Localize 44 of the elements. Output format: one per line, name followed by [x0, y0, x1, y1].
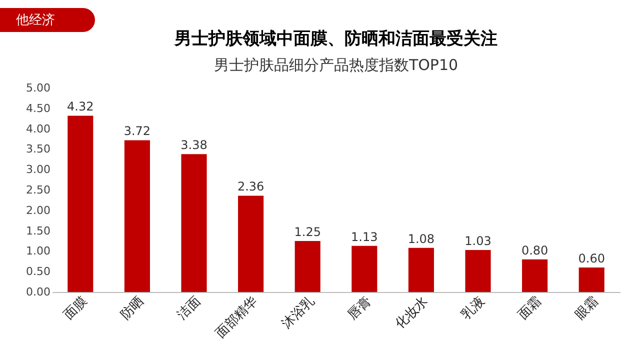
bar: [238, 196, 264, 292]
bar: [522, 259, 548, 292]
chart-subtitle: 男士护肤品细分产品热度指数TOP10: [214, 56, 458, 74]
x-tick-label: 面霜: [516, 294, 545, 323]
bar: [465, 250, 491, 292]
bar: [578, 268, 604, 292]
data-label: 3.38: [180, 138, 208, 152]
x-tick-label: 防晒: [118, 294, 148, 323]
y-tick-label: 0.00: [26, 286, 50, 298]
y-tick-label: 5.00: [26, 82, 50, 94]
data-label: 0.80: [521, 243, 548, 258]
bar: [294, 241, 320, 292]
bar: [68, 116, 94, 292]
y-tick-label: 1.00: [26, 244, 50, 258]
x-tick-label: 化妆水: [392, 294, 432, 332]
x-tick-label: 洁面: [174, 294, 204, 323]
data-label: 2.36: [237, 180, 264, 194]
data-label: 1.13: [351, 230, 378, 244]
x-tick-label: 眼霜: [572, 294, 602, 323]
text: 他经济: [0, 8, 95, 32]
x-tick-label: 面部精华: [213, 294, 261, 342]
y-tick-label: 2.00: [26, 204, 50, 217]
y-tick-label: 1.50: [26, 224, 50, 238]
bar: [408, 248, 434, 292]
x-tick-label: 沐浴乳: [279, 294, 318, 332]
y-tick-label: 2.50: [26, 184, 50, 196]
data-label: 1.25: [294, 225, 321, 239]
data-label: 4.32: [67, 100, 94, 114]
chart-title: 男士护肤领域中面膜、防晒和洁面最受关注: [174, 29, 498, 49]
data-label: 1.03: [464, 234, 492, 248]
y-tick-label: 3.00: [26, 163, 50, 176]
data-label: 3.72: [124, 124, 151, 138]
x-tick-label: 唇膏: [345, 294, 374, 323]
bar: [181, 154, 207, 292]
bar: [352, 246, 378, 292]
x-tick-label: 乳液: [458, 294, 488, 323]
data-label: 0.60: [578, 252, 605, 266]
y-tick-label: 3.50: [26, 142, 50, 156]
y-tick-label: 4.00: [26, 122, 50, 136]
y-tick-label: 4.50: [26, 102, 50, 115]
data-label: 1.08: [408, 232, 435, 246]
y-tick-label: 0.50: [26, 265, 50, 278]
x-tick-label: 面膜: [61, 294, 90, 323]
bar: [124, 140, 150, 292]
